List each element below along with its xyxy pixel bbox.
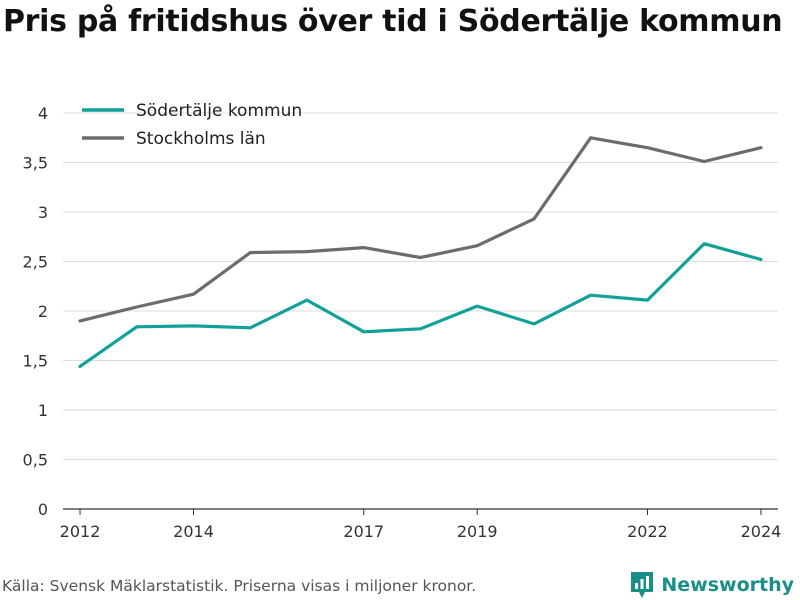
y-tick-label: 3,5 [23, 154, 48, 173]
y-tick-label: 0,5 [23, 451, 48, 470]
y-tick-label: 1,5 [23, 352, 48, 371]
x-tick-label: 2017 [343, 522, 384, 541]
y-tick-label: 2 [38, 302, 48, 321]
x-tick-label: 2019 [457, 522, 498, 541]
y-tick-label: 3 [38, 203, 48, 222]
series-lines [78, 136, 763, 368]
x-tick-label: 2022 [627, 522, 668, 541]
gridlines [63, 112, 778, 460]
y-axis-ticks: 0 0,5 1 1,5 2 2,5 3 3,5 4 [23, 104, 48, 519]
x-tick-label: 2024 [741, 522, 782, 541]
chart-title: Pris på fritidshus över tid i Södertälje… [3, 4, 783, 39]
newsworthy-logo-icon [631, 572, 654, 598]
legend-label: Södertälje kommun [136, 101, 302, 121]
y-tick-label: 2,5 [23, 253, 48, 272]
series-line-stockholms-l-n [78, 136, 763, 323]
brand-name: Newsworthy [661, 574, 794, 596]
source-note: Källa: Svensk Mäklarstatistik. Priserna … [2, 577, 477, 595]
y-tick-label: 4 [38, 104, 48, 123]
legend-label: Stockholms län [136, 129, 266, 149]
brand-logo: Newsworthy [629, 570, 794, 600]
series-line-s-dert-lje-kommun [78, 242, 763, 368]
x-tick-label: 2012 [60, 522, 101, 541]
x-axis-ticks: 2012 2014 2017 2019 2022 2024 [60, 509, 782, 541]
legend: Södertälje kommun Stockholms län [82, 101, 302, 149]
x-tick-label: 2014 [173, 522, 214, 541]
y-tick-label: 0 [38, 500, 48, 519]
y-tick-label: 1 [38, 401, 48, 420]
